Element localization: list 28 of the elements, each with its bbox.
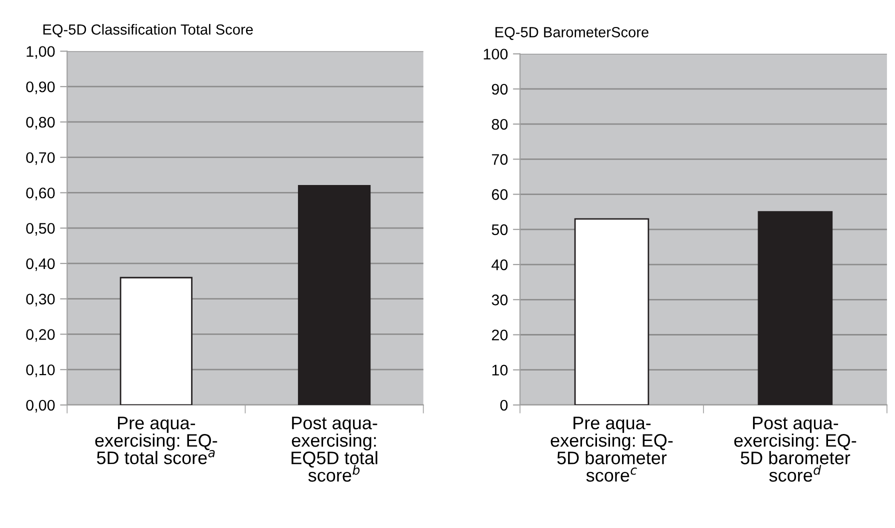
y-tick-label: 0	[500, 400, 508, 411]
y-tick-label: 10	[492, 364, 508, 376]
y-tick-label: 0,10	[26, 364, 55, 378]
y-tick-label: 0,90	[26, 81, 55, 94]
y-tick-label: 100	[484, 48, 508, 60]
y-tick-label: 0,40	[26, 258, 55, 271]
y-tick-label: 50	[492, 224, 508, 236]
y-tick-label: 0,50	[26, 222, 55, 236]
y-tick-label: 20	[492, 330, 508, 340]
chart-title: EQ-5D BarometerScore	[496, 27, 648, 40]
chart-title: EQ-5D Classification Total Score	[43, 24, 253, 38]
x-tick-label: Post aqua- exercising: EQ5D total score$^{b}$	[292, 416, 378, 482]
y-tick-label: 80	[492, 118, 508, 130]
x-tick-label: Post aqua- exercising: EQ- 5D barometer score$^{d}$	[734, 416, 856, 482]
y-tick-label: 90	[492, 84, 508, 95]
y-tick-label: 40	[492, 259, 508, 270]
y-tick-label: 60	[492, 189, 508, 200]
y-tick-label: 0,70	[26, 152, 55, 165]
y-tick-label: 70	[492, 154, 508, 165]
y-tick-label: 0,00	[26, 400, 55, 412]
y-tick-label: 0,30	[26, 294, 55, 306]
y-tick-label: 0,20	[26, 329, 55, 342]
y-tick-label: 0,80	[26, 116, 55, 130]
y-tick-label: 1,00	[26, 46, 55, 59]
y-tick-label: 0,60	[26, 188, 55, 200]
x-tick-label: Pre aqua- exercising: EQ- 5D total score$^{a}$	[95, 416, 218, 464]
x-tick-label: Pre aqua- exercising: EQ- 5D barometer score$^{c}$	[550, 416, 673, 482]
y-tick-label: 30	[492, 294, 508, 306]
